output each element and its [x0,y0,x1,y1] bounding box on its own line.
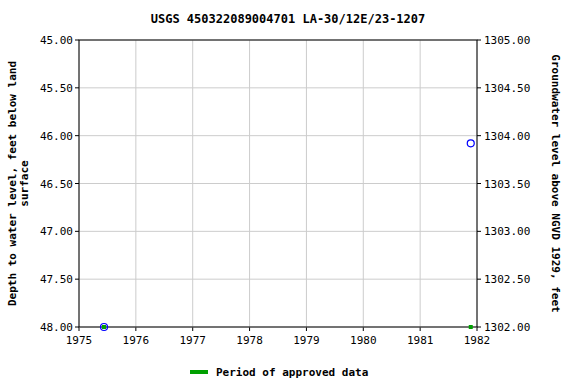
tick-label: 1982 [464,334,491,347]
tick-mark [79,327,80,331]
tick-mark [363,327,364,331]
tick-mark [477,87,481,88]
tick-mark [477,327,478,331]
grid-line [79,87,477,88]
tick-label: 48.00 [40,321,73,334]
tick-label: 46.50 [40,178,73,191]
tick-label: 1304.50 [484,82,530,95]
tick-label: 45.50 [40,82,73,95]
tick-label: 1304.00 [484,130,530,143]
background [0,0,576,384]
tick-mark [135,327,136,331]
plot-frame [79,40,477,327]
tick-label: 47.00 [40,225,73,238]
tick-mark [75,87,79,88]
tick-label: 1978 [236,334,263,347]
data-point [101,324,108,331]
approved-marker [469,325,473,329]
tick-mark [477,40,481,41]
tick-label: 1305.00 [484,34,530,47]
tick-mark [75,327,79,328]
title: USGS 450322089004701 LA-30/12E/23-1207 [151,12,426,26]
data-point [467,140,474,147]
tick-label: 47.50 [40,273,73,286]
tick-label: 1303.50 [484,178,530,191]
tick-mark [477,135,481,136]
tick-mark [477,183,481,184]
tick-label: 1977 [179,334,206,347]
tick-mark [249,327,250,331]
tick-label: 1302.00 [484,321,530,334]
grid-line [79,231,477,232]
marks [101,140,475,331]
approved-marker [102,325,106,329]
legend-swatch [190,370,208,374]
tick-mark [75,279,79,280]
grid-line [79,279,477,280]
tick-label: 46.00 [40,130,73,143]
tick-label: 1979 [293,334,320,347]
tick-mark [477,279,481,280]
tick-mark [75,40,79,41]
tick-label: 1975 [66,334,93,347]
tick-label: 1981 [407,334,434,347]
grid-line [79,135,477,136]
y-axis-label: Depth to water level, feet below landsur… [6,61,31,306]
y-axis-label-line: surface [18,160,31,207]
y2-axis-label: Groundwater level above NGVD 1929, feet [549,54,562,312]
tick-mark [75,231,79,232]
tick-mark [477,231,481,232]
grid-line [79,183,477,184]
legend-label: Period of approved data [216,366,368,379]
tick-mark [477,327,481,328]
tick-mark [75,183,79,184]
tick-mark [192,327,193,331]
tick-mark [75,135,79,136]
tick-label: 1980 [350,334,377,347]
tick-mark [306,327,307,331]
tick-label: 1303.00 [484,225,530,238]
tick-mark [420,327,421,331]
tick-label: 1302.50 [484,273,530,286]
tick-label: 45.00 [40,34,73,47]
tick-label: 1976 [123,334,150,347]
